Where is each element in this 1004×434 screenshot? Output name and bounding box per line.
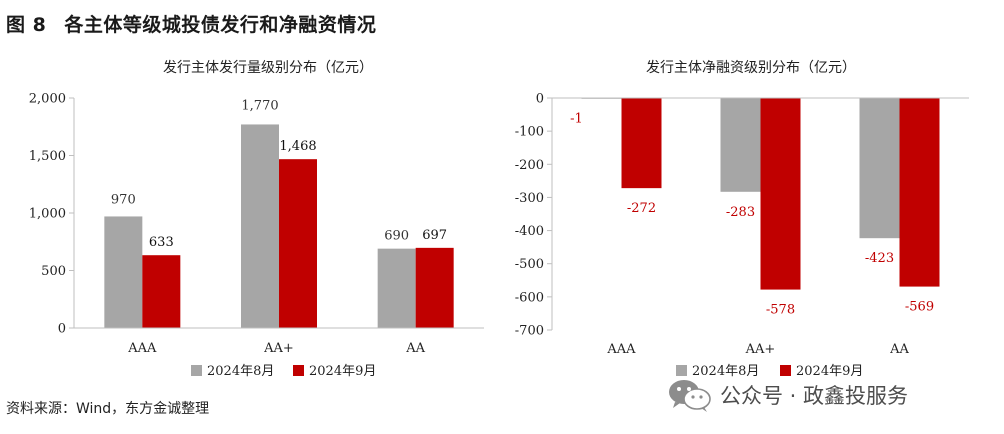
legend-swatch bbox=[293, 365, 304, 376]
source-note: 资料来源：Wind，东方金诚整理 bbox=[6, 401, 210, 417]
bar-aug bbox=[377, 248, 416, 328]
legend-label: 2024年8月 bbox=[692, 364, 759, 379]
y-tick-label: 0 bbox=[58, 322, 66, 337]
y-tick-label: 2,000 bbox=[29, 92, 66, 107]
bar-sep bbox=[142, 255, 181, 328]
legend-label: 2024年8月 bbox=[207, 364, 274, 379]
y-tick-label: -100 bbox=[515, 125, 544, 140]
y-tick-label: -200 bbox=[515, 158, 544, 173]
bar-sep bbox=[760, 98, 801, 290]
data-label: -1 bbox=[570, 111, 583, 126]
net-financing-chart: 发行主体净融资级别分布（亿元） 0 -100 -200 -300 -400 -500 -600… bbox=[515, 60, 969, 379]
bar-aug bbox=[241, 124, 279, 328]
figure-title: 图 8 各主体等级城投债发行和净融资情况 bbox=[6, 10, 376, 37]
category-label: AAA bbox=[127, 341, 157, 356]
data-label: 697 bbox=[422, 228, 447, 243]
issuance-chart: 发行主体发行量级别分布（亿元） 0 500 1,000 1,500 2,000 970 633… bbox=[29, 60, 484, 379]
watermark-text: 公众号 · 政鑫投服务 bbox=[720, 384, 909, 408]
legend-label: 2024年9月 bbox=[796, 364, 863, 379]
bar-sep bbox=[899, 98, 940, 287]
watermark: 公众号 · 政鑫投服务 bbox=[668, 375, 908, 415]
bar-aug bbox=[104, 216, 143, 328]
bar-sep bbox=[279, 159, 317, 328]
category-label: AA+ bbox=[745, 342, 776, 357]
category-label: AA bbox=[405, 341, 425, 356]
data-label: 1,468 bbox=[279, 139, 316, 154]
y-tick-label: 0 bbox=[536, 92, 544, 107]
chart-title: 发行主体净融资级别分布（亿元） bbox=[646, 60, 856, 76]
data-label: -272 bbox=[627, 201, 656, 216]
y-tick-label: -700 bbox=[515, 324, 544, 339]
data-label: -569 bbox=[905, 300, 934, 315]
category-label: AAA bbox=[606, 342, 636, 357]
y-tick-label: 1,000 bbox=[29, 207, 66, 222]
data-label: 970 bbox=[111, 192, 136, 207]
figure-label: 图 8 bbox=[6, 14, 47, 36]
y-tick-label: -300 bbox=[515, 191, 544, 206]
wechat-icon bbox=[669, 380, 711, 412]
bar-aug bbox=[720, 98, 761, 192]
bar-aug bbox=[859, 98, 900, 239]
y-tick-label: -500 bbox=[515, 257, 544, 272]
category-label: AA+ bbox=[263, 341, 294, 356]
data-label: -423 bbox=[865, 251, 894, 266]
data-label: 690 bbox=[384, 229, 409, 244]
legend-swatch bbox=[191, 365, 202, 376]
bar-sep bbox=[621, 98, 662, 189]
data-label: -283 bbox=[726, 205, 755, 220]
bar-sep bbox=[415, 247, 454, 328]
legend-swatch bbox=[780, 365, 791, 376]
data-label: -578 bbox=[766, 303, 795, 318]
y-tick-label: -600 bbox=[515, 290, 544, 305]
figure-title-text: 各主体等级城投债发行和净融资情况 bbox=[64, 14, 377, 36]
chart-title: 发行主体发行量级别分布（亿元） bbox=[163, 60, 373, 76]
y-tick-label: 1,500 bbox=[29, 149, 66, 164]
data-label: 1,770 bbox=[241, 98, 278, 113]
y-tick-label: -400 bbox=[515, 224, 544, 239]
y-tick-label: 500 bbox=[41, 264, 66, 279]
data-label: 633 bbox=[149, 235, 174, 250]
legend-label: 2024年9月 bbox=[309, 364, 376, 379]
category-label: AA bbox=[889, 342, 909, 357]
legend-swatch bbox=[676, 365, 687, 376]
